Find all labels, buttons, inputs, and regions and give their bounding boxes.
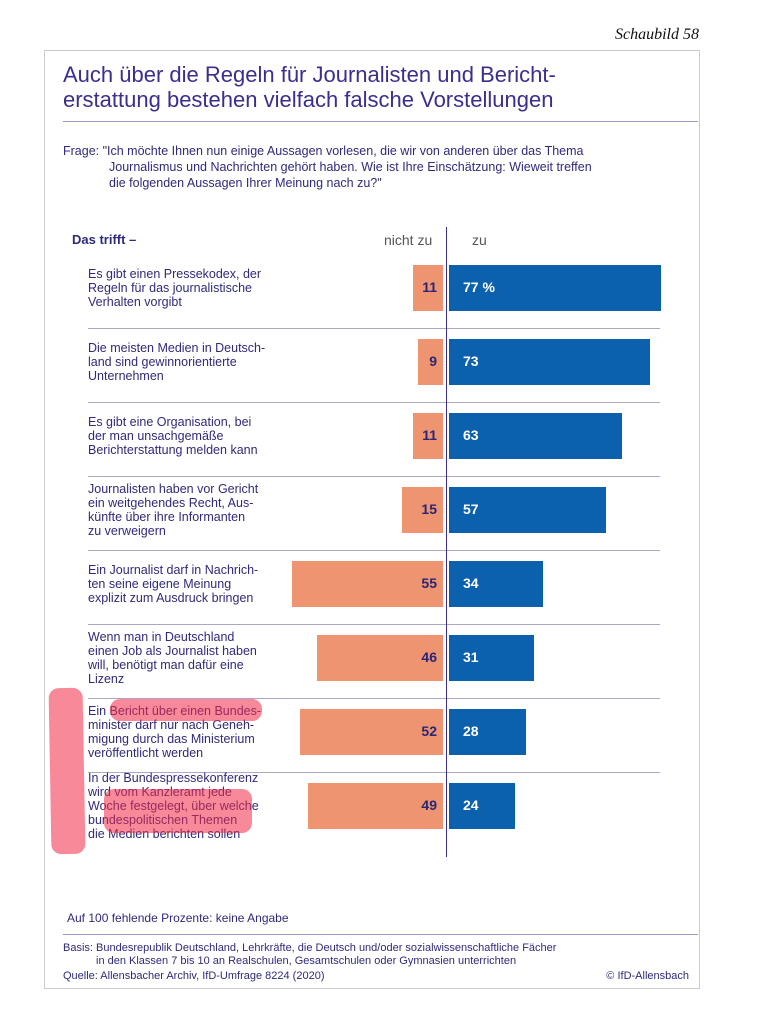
value-label: 63 (463, 427, 479, 443)
value-label: 24 (463, 797, 479, 813)
category-label-line: Ein Journalist darf in Nachrich- (88, 563, 259, 577)
value-label: 77 % (463, 279, 495, 295)
bar-zu: 57 (449, 487, 606, 533)
category-label-line: Unternehmen (88, 369, 164, 383)
bar-nicht-zu: 55 (291, 561, 443, 607)
row-header: Das trifft – (72, 232, 137, 247)
category-label-line: Journalisten haben vor Gericht (88, 482, 259, 496)
highlight-marker (110, 699, 262, 721)
title-divider (63, 121, 698, 122)
figure-label: Schaubild 58 (615, 26, 699, 43)
category-label-line: migung durch das Ministerium (88, 732, 255, 746)
basis-text: Basis: Bundesrepublik Deutschland, Lehrk… (63, 942, 556, 968)
bar-nicht-zu: 46 (316, 635, 443, 681)
category-label: Es gibt einen Pressekodex, der Regeln für… (88, 267, 303, 309)
bar-nicht-zu: 11 (412, 265, 443, 311)
value-label: 11 (422, 279, 437, 295)
bar-zu: 31 (449, 635, 535, 681)
category-label: Die meisten Medien in Deutsch-land sind … (88, 341, 303, 383)
bar-zu: 77 % (449, 265, 661, 311)
category-label-line: minister darf nur nach Geneh- (88, 718, 255, 732)
highlight-marker (104, 789, 252, 833)
value-label: 11 (422, 427, 437, 443)
category-label: Wenn man in Deutschland einen Job als Jou… (88, 630, 303, 686)
category-label-line: Regeln für das journalistische (88, 281, 252, 295)
footer-divider (63, 934, 698, 935)
category-label-line: explizit zum Ausdruck bringen (88, 591, 254, 605)
row-separator (88, 772, 660, 773)
bar-zu: 34 (449, 561, 543, 607)
row-separator (88, 328, 660, 329)
bar-nicht-zu: 11 (412, 413, 443, 459)
legend-zu: zu (472, 232, 487, 248)
bar-zu: 63 (449, 413, 623, 459)
row-separator (88, 402, 660, 403)
category-label-line: In der Bundespressekonferenz (88, 771, 259, 785)
legend-nicht-zu: nicht zu (384, 232, 433, 248)
row-separator (88, 698, 660, 699)
category-label-line: künfte über ihre Informanten (88, 510, 246, 524)
category-label: Journalisten haben vor Gericht ein weitge… (88, 482, 303, 538)
bar-nicht-zu: 49 (308, 783, 443, 829)
value-label: 55 (421, 575, 437, 591)
value-label: 28 (463, 723, 479, 739)
row-separator (88, 476, 660, 477)
question-line: Frage: "Ich möchte Ihnen nun einige Auss… (63, 144, 584, 158)
basis-line: in den Klassen 7 bis 10 an Realschulen, … (96, 955, 517, 967)
row-separator (88, 550, 660, 551)
bar-nicht-zu: 9 (418, 339, 443, 385)
value-label: 9 (429, 353, 437, 369)
bar-zu: 24 (449, 783, 515, 829)
category-label: Ein Journalist darf in Nachrich-ten sein… (88, 563, 303, 605)
value-label: 57 (463, 501, 479, 517)
center-axis (446, 227, 447, 857)
value-label: 15 (421, 501, 437, 517)
title-line: erstattung bestehen vielfach falsche Vor… (63, 87, 554, 112)
footnote: Auf 100 fehlende Prozente: keine Angabe (67, 911, 289, 925)
category-label-line: will, benötigt man dafür eine (88, 658, 244, 672)
value-label: 49 (421, 797, 437, 813)
bar-zu: 73 (449, 339, 650, 385)
bar-nicht-zu: 52 (300, 709, 443, 755)
row-separator (88, 624, 660, 625)
category-label-line: Berichterstattung melden kann (88, 443, 258, 457)
category-label-line: einen Job als Journalist haben (88, 644, 257, 658)
value-label: 34 (463, 575, 479, 591)
category-label-line: der man unsachgemäße (88, 429, 224, 443)
copyright: © IfD-Allensbach (606, 970, 689, 982)
chart-title: Auch über die Regeln für Journalisten un… (63, 62, 683, 112)
value-label: 31 (463, 649, 479, 665)
source-text: Quelle: Allensbacher Archiv, IfD-Umfrage… (63, 970, 325, 982)
category-label-line: ein weitgehendes Recht, Aus- (88, 496, 254, 510)
category-label-line: Wenn man in Deutschland (88, 630, 235, 644)
category-label-line: Verhalten vorgibt (88, 295, 182, 309)
question-text: Frage: "Ich möchte Ihnen nun einige Auss… (63, 143, 663, 191)
bar-nicht-zu: 15 (401, 487, 443, 533)
category-label-line: zu verweigern (88, 524, 166, 538)
chart-frame (44, 50, 700, 989)
highlight-marker (48, 687, 86, 855)
category-label-line: Lizenz (88, 672, 125, 686)
value-label: 73 (463, 353, 479, 369)
question-line: Journalismus und Nachrichten gehört habe… (109, 160, 592, 174)
bar-zu: 28 (449, 709, 526, 755)
basis-line: Basis: Bundesrepublik Deutschland, Lehrk… (63, 942, 557, 954)
category-label-line: land sind gewinnorientierte (88, 355, 237, 369)
category-label: Es gibt eine Organisation, bei der man un… (88, 415, 303, 457)
category-label-line: ten seine eigene Meinung (88, 577, 232, 591)
title-line: Auch über die Regeln für Journalisten un… (63, 62, 556, 87)
question-line: die folgenden Aussagen Ihrer Meinung nac… (109, 176, 382, 190)
category-label-line: Es gibt einen Pressekodex, der (88, 267, 262, 281)
category-label-line: Die meisten Medien in Deutsch- (88, 341, 266, 355)
value-label: 52 (421, 723, 437, 739)
category-label-line: Es gibt eine Organisation, bei (88, 415, 252, 429)
value-label: 46 (421, 649, 437, 665)
category-label-line: veröffentlicht werden (88, 746, 204, 760)
